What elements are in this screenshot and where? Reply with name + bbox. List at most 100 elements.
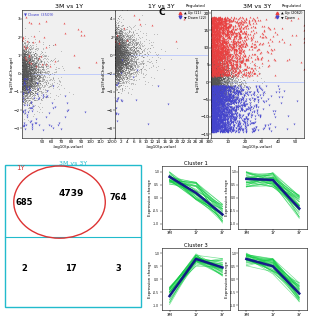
Point <box>23 72 28 77</box>
Point <box>29 108 35 114</box>
Point <box>131 68 136 73</box>
Point <box>227 34 232 39</box>
Point <box>210 66 215 71</box>
Point <box>214 70 219 75</box>
Point <box>20 68 25 73</box>
Point <box>29 73 34 78</box>
Point <box>211 91 216 96</box>
Point <box>28 83 33 88</box>
Point <box>34 73 39 78</box>
Point <box>20 48 26 53</box>
Point <box>217 99 222 104</box>
Point <box>211 81 216 86</box>
Point <box>214 122 219 127</box>
Point <box>113 52 118 57</box>
Point <box>210 65 215 70</box>
Point <box>217 126 222 132</box>
Point <box>235 52 240 57</box>
Point <box>24 86 29 92</box>
Point <box>212 44 217 50</box>
Point <box>214 64 220 69</box>
Point <box>210 68 215 74</box>
Point <box>30 66 35 71</box>
Point <box>214 116 219 121</box>
Point <box>116 48 121 53</box>
Point <box>24 69 29 75</box>
Point <box>116 50 121 55</box>
Point <box>24 85 29 90</box>
Point <box>214 106 219 111</box>
Point <box>220 54 225 59</box>
Point <box>118 26 123 31</box>
Point <box>119 70 124 75</box>
Point <box>113 70 118 75</box>
Point <box>215 71 220 76</box>
Point <box>118 64 124 69</box>
Point <box>113 36 118 42</box>
Point <box>116 61 121 66</box>
Point <box>117 53 122 58</box>
Point <box>219 105 224 110</box>
Point <box>211 99 216 104</box>
Point <box>35 73 40 78</box>
Point <box>224 56 229 61</box>
Point <box>136 48 141 53</box>
Point <box>117 51 122 56</box>
Point <box>116 78 122 84</box>
Point <box>210 75 215 80</box>
Point <box>131 76 136 81</box>
Point <box>241 100 246 106</box>
Point <box>35 64 40 69</box>
Point <box>23 49 28 54</box>
Point <box>212 62 217 68</box>
Point <box>23 76 28 81</box>
Point <box>22 63 27 68</box>
Point <box>212 93 217 99</box>
Point <box>210 92 215 97</box>
Point <box>221 94 226 100</box>
Point <box>26 72 31 77</box>
Point <box>220 67 226 72</box>
Point <box>42 80 47 85</box>
Point <box>211 70 216 75</box>
Point <box>33 71 38 76</box>
Point <box>244 116 249 121</box>
Point <box>238 116 244 121</box>
Point <box>114 69 119 74</box>
Point <box>113 55 118 60</box>
Point <box>20 63 25 68</box>
Point <box>220 128 225 133</box>
Point <box>209 15 214 20</box>
Point <box>228 84 233 89</box>
Point <box>25 82 30 87</box>
Point <box>115 43 120 48</box>
Point <box>20 83 25 88</box>
Point <box>25 88 30 93</box>
Point <box>211 102 216 107</box>
Point <box>220 94 226 99</box>
Point <box>217 79 222 84</box>
Point <box>20 67 26 72</box>
Point <box>209 72 214 77</box>
Point <box>226 28 231 34</box>
Point <box>216 53 221 59</box>
Point <box>213 59 218 64</box>
Point <box>113 62 118 68</box>
Point <box>258 34 263 39</box>
Point <box>215 71 220 76</box>
Point <box>299 60 304 65</box>
Point <box>20 72 26 77</box>
Point <box>232 89 237 94</box>
Point <box>38 54 43 59</box>
Point <box>115 52 120 57</box>
Point <box>113 54 118 59</box>
Point <box>230 73 235 78</box>
Point <box>25 66 30 71</box>
Point <box>214 90 220 95</box>
Point <box>20 87 25 92</box>
Point <box>212 86 217 92</box>
Point <box>21 60 26 65</box>
Point <box>211 98 216 103</box>
Point <box>216 98 221 103</box>
Point <box>131 65 136 70</box>
